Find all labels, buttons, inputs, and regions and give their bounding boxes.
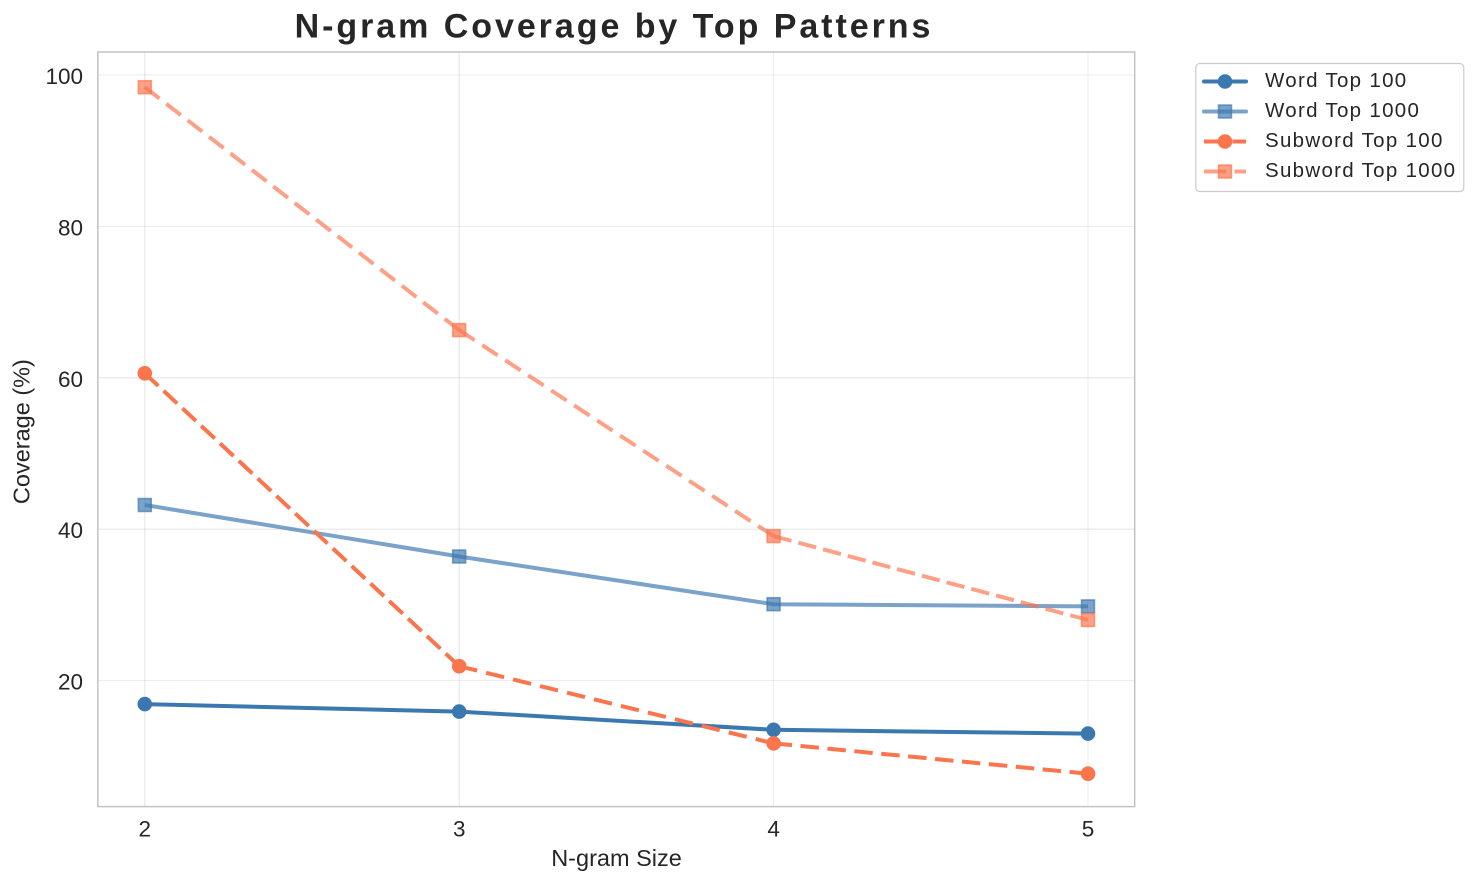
svg-text:N-gram Size: N-gram Size <box>551 845 682 871</box>
svg-text:5: 5 <box>1082 816 1095 841</box>
svg-text:N-gram Coverage by Top Pattern: N-gram Coverage by Top Patterns <box>295 7 934 45</box>
svg-text:Subword Top 1000: Subword Top 1000 <box>1265 159 1456 182</box>
svg-text:Word Top 100: Word Top 100 <box>1265 69 1407 92</box>
svg-text:3: 3 <box>453 816 466 841</box>
svg-text:40: 40 <box>58 518 83 543</box>
svg-text:Subword Top 100: Subword Top 100 <box>1265 129 1444 152</box>
svg-text:20: 20 <box>58 670 83 695</box>
svg-text:100: 100 <box>45 64 83 89</box>
svg-text:2: 2 <box>139 816 152 841</box>
svg-text:Coverage (%): Coverage (%) <box>9 359 35 504</box>
svg-text:4: 4 <box>767 816 780 841</box>
svg-text:Word Top 1000: Word Top 1000 <box>1265 99 1420 122</box>
svg-text:80: 80 <box>58 215 83 240</box>
svg-text:60: 60 <box>58 367 83 392</box>
